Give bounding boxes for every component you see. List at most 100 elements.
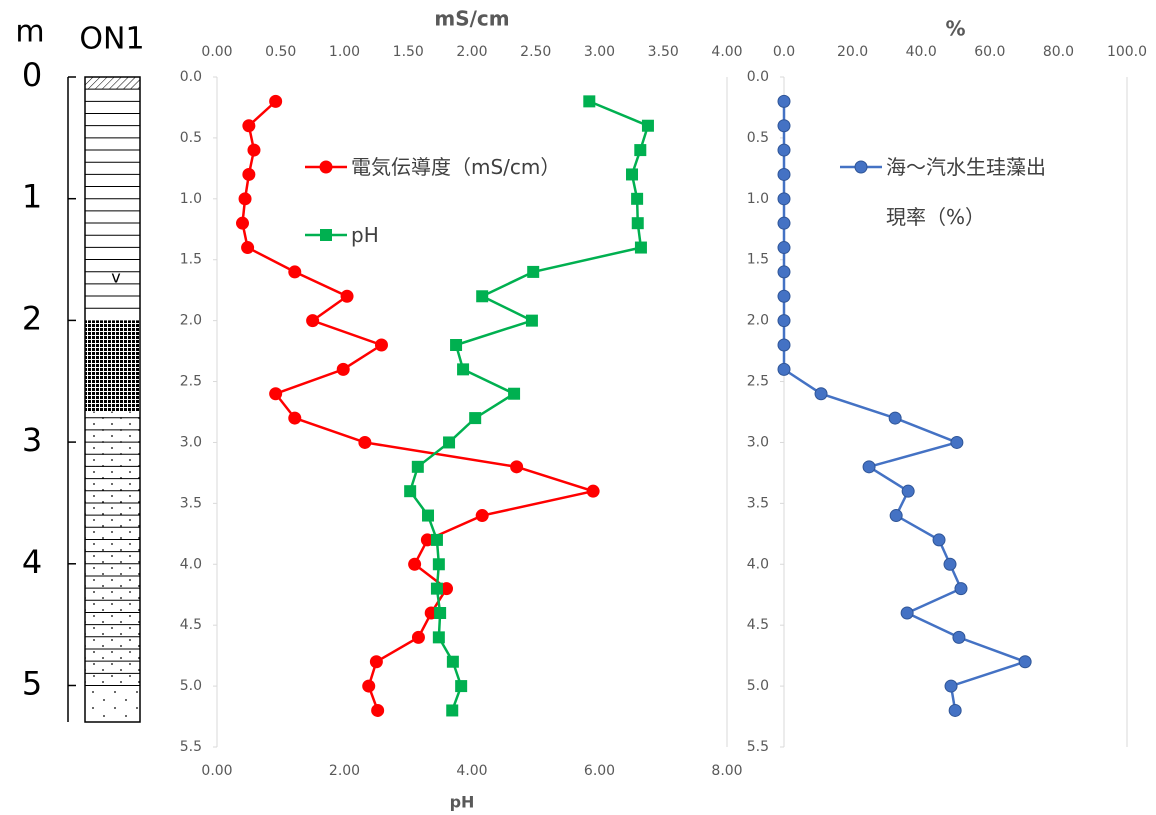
axis-title: mS/cm — [434, 7, 509, 31]
marker — [270, 388, 282, 400]
marker — [242, 242, 254, 254]
marker — [289, 412, 301, 424]
x-tick-label: 0.0 — [773, 44, 795, 60]
annotation: v — [111, 267, 120, 286]
y-tick-label: 1.5 — [747, 252, 769, 268]
marker — [320, 229, 332, 241]
legend-label: 海～汽水生珪藻出現率（%） — [886, 142, 1056, 242]
y-tick-label: 4.0 — [747, 556, 769, 572]
marker — [422, 510, 434, 522]
x-tick-label: 1.50 — [393, 44, 424, 60]
y-tick-label: 1.5 — [180, 252, 202, 268]
marker — [587, 485, 599, 497]
marker — [239, 193, 251, 205]
y-tick-label: 2.5 — [747, 374, 769, 390]
marker — [953, 631, 965, 643]
y-tick-label: 1 — [22, 178, 42, 216]
marker — [447, 656, 459, 668]
marker — [933, 534, 945, 546]
axis-title: m — [15, 15, 44, 50]
y-tick-label: 4.5 — [180, 617, 202, 633]
y-tick-label: 2.5 — [180, 374, 202, 390]
marker — [243, 120, 255, 132]
marker — [476, 510, 488, 522]
y-tick-label: 3.5 — [747, 495, 769, 511]
marker — [370, 656, 382, 668]
marker — [955, 583, 967, 595]
y-tick-label: 3.5 — [180, 495, 202, 511]
marker — [455, 680, 467, 692]
x-tick-label: 0.00 — [201, 44, 232, 60]
layer — [85, 685, 140, 722]
page: mON1012345v0.00.51.01.52.02.53.03.54.04.… — [0, 0, 1156, 815]
marker — [359, 436, 371, 448]
marker — [320, 161, 332, 173]
marker — [815, 388, 827, 400]
legend-label: pH — [351, 210, 671, 260]
axis-title: pH — [450, 793, 475, 812]
y-tick-label: 0 — [22, 56, 42, 94]
x-tick-label: 60.0 — [974, 44, 1005, 60]
x-tick-label: 3.50 — [648, 44, 679, 60]
marker — [778, 266, 790, 278]
x2-tick-label: 0.00 — [201, 763, 232, 779]
x-tick-label: 20.0 — [837, 44, 868, 60]
marker — [363, 680, 375, 692]
marker — [375, 339, 387, 351]
marker — [243, 168, 255, 180]
y-tick-label: 0.5 — [747, 130, 769, 146]
y-tick-label: 2.0 — [180, 313, 202, 329]
marker — [511, 461, 523, 473]
x-tick-label: 0.50 — [265, 44, 296, 60]
axis-title: % — [945, 17, 965, 41]
marker — [404, 485, 416, 497]
marker — [778, 242, 790, 254]
marker — [949, 704, 961, 716]
marker — [431, 534, 443, 546]
y-tick-label: 5.5 — [180, 739, 202, 755]
layer — [85, 320, 140, 411]
marker — [778, 120, 790, 132]
x-tick-label: 1.00 — [329, 44, 360, 60]
y-tick-label: 0.0 — [180, 69, 202, 85]
marker — [237, 217, 249, 229]
marker — [409, 558, 421, 570]
x-tick-label: 80.0 — [1043, 44, 1074, 60]
marker — [951, 436, 963, 448]
y-tick-label: 2 — [22, 299, 42, 337]
marker — [469, 412, 481, 424]
y-tick-label: 5.0 — [747, 678, 769, 694]
marker — [778, 144, 790, 156]
marker — [457, 363, 469, 375]
series-line — [410, 101, 648, 710]
x-tick-label: 40.0 — [906, 44, 937, 60]
x2-tick-label: 6.00 — [584, 763, 615, 779]
marker — [1019, 656, 1031, 668]
marker — [583, 95, 595, 107]
marker — [434, 607, 446, 619]
marker — [642, 120, 654, 132]
marker — [889, 412, 901, 424]
marker — [778, 315, 790, 327]
y-tick-label: 4 — [22, 543, 42, 581]
y-tick-label: 5.0 — [180, 678, 202, 694]
marker — [412, 461, 424, 473]
marker — [945, 680, 957, 692]
y-tick-label: 4.5 — [747, 617, 769, 633]
marker — [508, 388, 520, 400]
y-tick-label: 2.0 — [747, 313, 769, 329]
marker — [944, 558, 956, 570]
marker — [433, 558, 445, 570]
marker — [289, 266, 301, 278]
marker — [778, 363, 790, 375]
marker — [863, 461, 875, 473]
marker — [890, 510, 902, 522]
marker — [476, 290, 488, 302]
x2-tick-label: 4.00 — [456, 763, 487, 779]
x2-tick-label: 2.00 — [329, 763, 360, 779]
marker — [778, 193, 790, 205]
marker — [412, 631, 424, 643]
x-tick-label: 3.00 — [584, 44, 615, 60]
y-tick-label: 1.0 — [747, 191, 769, 207]
marker — [450, 339, 462, 351]
